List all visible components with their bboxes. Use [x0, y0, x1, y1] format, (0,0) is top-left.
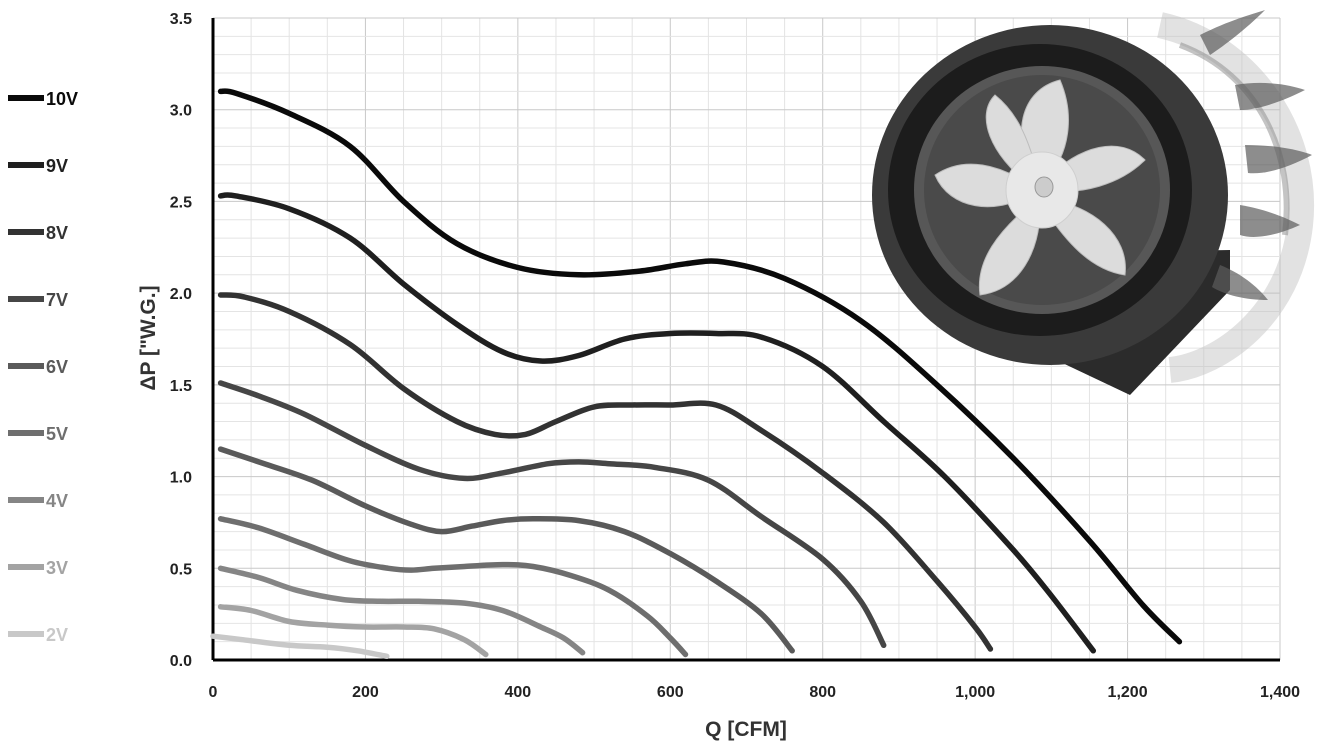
axes — [211, 18, 1280, 662]
x-tick-label: 0 — [209, 684, 218, 701]
y-tick-label: 1.0 — [170, 470, 192, 487]
series-line-6v — [217, 446, 795, 654]
legend-label-2v: 2V — [46, 625, 68, 645]
legend-label-5v: 5V — [46, 424, 68, 444]
legend-label-7v: 7V — [46, 290, 68, 310]
series-line-5v — [217, 516, 689, 658]
y-tick-label: 3.0 — [170, 103, 192, 120]
series-line-10v — [217, 88, 1183, 645]
y-tick-label: 3.5 — [170, 11, 192, 28]
legend-label-6v: 6V — [46, 357, 68, 377]
x-axis-title: Q [CFM] — [705, 718, 787, 741]
series-line-7v — [217, 380, 887, 649]
legend-label-4v: 4V — [46, 491, 68, 511]
legend-label-3v: 3V — [46, 558, 68, 578]
tick-labels: 0 200 400 600 800 1,000 1,200 1,400 0.0 0.5 1.0 1.5… — [170, 11, 1300, 701]
series-line-2v — [210, 633, 390, 660]
y-tick-label: 0.0 — [170, 653, 192, 670]
x-tick-label: 200 — [352, 684, 379, 701]
y-tick-label: 2.0 — [170, 286, 192, 303]
legend-label-8v: 8V — [46, 223, 68, 243]
x-tick-label: 1,200 — [1108, 684, 1148, 701]
y-tick-label: 2.5 — [170, 194, 192, 211]
inline-duct-fan-icon — [872, 10, 1315, 395]
y-tick-label: 1.5 — [170, 378, 192, 395]
x-tick-label: 600 — [657, 684, 684, 701]
series-line-9v — [217, 192, 1097, 654]
series — [210, 88, 1183, 660]
series-line-8v — [217, 292, 994, 652]
legend-label-9v: 9V — [46, 156, 68, 176]
y-tick-label: 0.5 — [170, 561, 192, 578]
x-tick-label: 400 — [505, 684, 532, 701]
series-line-3v — [217, 604, 489, 658]
legend-label-10v: 10V — [46, 89, 78, 109]
y-axis-title: ΔP ["W.G.] — [137, 285, 160, 390]
x-tick-label: 1,400 — [1260, 684, 1300, 701]
legend: 10V 9V 8V 7V 6V 5V 4V 3V 2V — [8, 89, 78, 645]
x-tick-label: 800 — [809, 684, 836, 701]
series-line-4v — [217, 565, 586, 656]
x-tick-label: 1,000 — [955, 684, 995, 701]
